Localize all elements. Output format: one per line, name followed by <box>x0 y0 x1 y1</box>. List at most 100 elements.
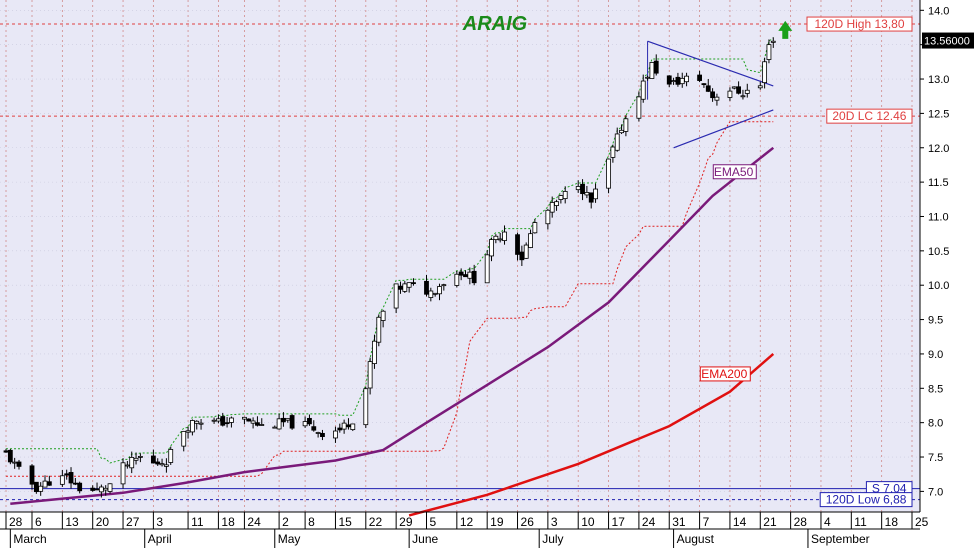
candle-body <box>714 96 720 101</box>
candle <box>484 250 490 284</box>
candle-body <box>333 430 338 439</box>
ema200-label-box <box>699 366 751 382</box>
candle-body <box>307 417 312 425</box>
candle <box>320 429 325 441</box>
candle <box>649 61 655 79</box>
candle-body <box>701 83 707 86</box>
candle <box>766 39 772 64</box>
candle-body <box>220 416 226 426</box>
candle-body <box>190 420 195 433</box>
candle-body <box>588 192 594 203</box>
candle-body <box>185 430 191 433</box>
y-tick-label: 8.0 <box>928 418 943 430</box>
candle-body <box>653 60 659 74</box>
candle <box>259 418 265 426</box>
x-tick-label: 17 <box>612 515 626 529</box>
candle-body <box>229 417 234 423</box>
triangle-upper-line <box>647 40 774 87</box>
month-label: August <box>677 532 715 546</box>
x-tick-label: 21 <box>763 515 777 529</box>
candle-body <box>59 475 65 485</box>
candle-body <box>46 481 52 486</box>
y-tick-label: 14.0 <box>928 5 949 17</box>
candle <box>276 413 282 430</box>
candle-body <box>393 283 399 309</box>
ema50-label: EMA50 <box>712 164 757 180</box>
x-tick-label: 2 <box>282 515 289 529</box>
candle <box>549 196 555 218</box>
candle-body <box>346 424 351 428</box>
candle <box>198 419 204 430</box>
candles <box>3 37 776 498</box>
candle-body <box>242 416 247 420</box>
candle-body <box>406 282 412 288</box>
candle-body <box>16 461 22 467</box>
candle-body <box>532 222 538 234</box>
candle-body <box>90 487 96 491</box>
candle-body <box>740 95 746 98</box>
candle-body <box>211 419 217 422</box>
candle-body <box>7 449 13 463</box>
x-tick-label: 13 <box>65 515 79 529</box>
candle-body <box>497 238 503 241</box>
y-tick-label: 7.0 <box>928 486 943 498</box>
plot-background <box>0 0 920 512</box>
candle-body <box>727 90 733 98</box>
candle-body <box>454 273 460 286</box>
candle-body <box>320 432 325 437</box>
candle-body <box>259 424 265 426</box>
candle <box>311 420 317 432</box>
candle <box>133 452 139 465</box>
x-tick-label: 11 <box>854 515 867 529</box>
candle <box>714 93 720 106</box>
candle <box>393 283 399 314</box>
candle <box>580 179 585 201</box>
candle-body <box>523 244 529 259</box>
candle <box>614 127 620 152</box>
candle-body <box>103 487 109 491</box>
candle-body <box>38 485 44 492</box>
candle-body <box>250 420 256 424</box>
candle <box>194 420 200 430</box>
candle <box>523 242 529 259</box>
x-tick-label: 31 <box>672 515 686 529</box>
x-tick-label: 15 <box>338 515 352 529</box>
candle-body <box>545 209 551 225</box>
candle-body <box>194 420 200 424</box>
candle-body <box>281 417 286 423</box>
candle-body <box>666 75 672 85</box>
candle <box>242 416 247 425</box>
candle <box>46 475 52 486</box>
candle-body <box>224 422 230 425</box>
candle-body <box>649 62 655 79</box>
candle-body <box>493 235 499 240</box>
candle-body <box>549 202 555 213</box>
candle-body <box>372 340 377 365</box>
candle <box>220 412 226 427</box>
x-tick-label: 25 <box>915 515 929 529</box>
candle <box>424 274 429 297</box>
candle-body <box>528 233 533 248</box>
candle-body <box>341 422 347 430</box>
candle-body <box>697 74 702 81</box>
candle-body <box>150 455 156 464</box>
candle <box>528 229 533 249</box>
candle-body <box>402 283 408 292</box>
candle <box>701 83 707 88</box>
candle-body <box>380 310 386 321</box>
candle-body <box>467 271 473 279</box>
triangle-lower-line <box>673 109 774 149</box>
candle-body <box>640 80 646 100</box>
y-tick-label: 13.0 <box>928 74 949 86</box>
candle-body <box>463 274 468 278</box>
candle <box>471 264 477 286</box>
candle <box>757 81 763 90</box>
ema200-label: EMA200 <box>699 366 751 382</box>
candle <box>705 79 711 93</box>
candle-body <box>558 195 564 200</box>
candle-body <box>575 186 581 191</box>
candle-body <box>623 118 629 132</box>
x-tick-label: 8 <box>308 515 315 529</box>
